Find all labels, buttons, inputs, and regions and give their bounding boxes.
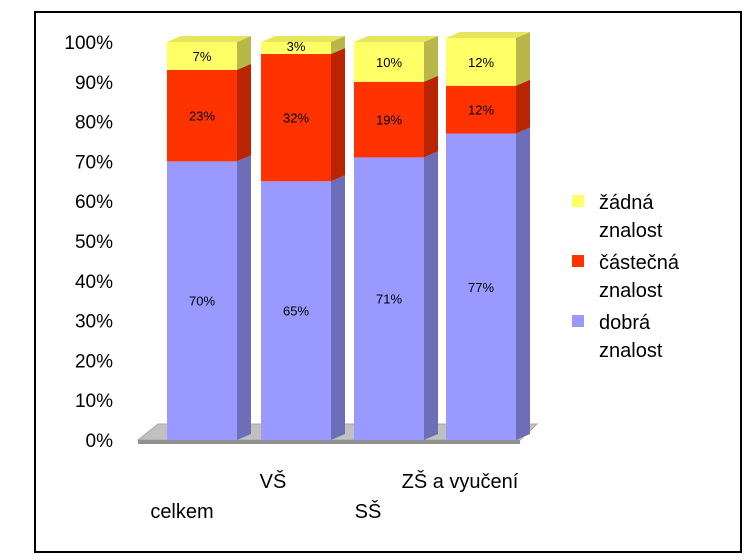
y-tick-label: 50% bbox=[75, 232, 113, 253]
bar-segment-side bbox=[331, 36, 345, 54]
y-tick-label: 0% bbox=[86, 431, 114, 452]
legend-label: znalost bbox=[599, 280, 663, 302]
bar-segment-side bbox=[331, 175, 345, 441]
bar-segment-side bbox=[237, 63, 251, 162]
bar-segment bbox=[167, 42, 237, 70]
data-label: 71% bbox=[376, 292, 402, 307]
legend-swatch bbox=[572, 195, 584, 207]
bar-segment bbox=[354, 42, 424, 82]
y-tick-label: 40% bbox=[75, 272, 113, 293]
bar-segment-top bbox=[167, 36, 251, 42]
legend-swatch bbox=[572, 315, 584, 327]
bar-segment bbox=[354, 157, 424, 441]
bar-segment-side bbox=[331, 47, 345, 182]
data-label: 7% bbox=[193, 49, 212, 64]
data-label: 77% bbox=[468, 280, 494, 295]
bar-segment bbox=[446, 133, 516, 441]
data-label: 70% bbox=[189, 294, 215, 309]
bar-segment-side bbox=[516, 127, 530, 440]
bar-segment-side bbox=[237, 155, 251, 440]
bar-segment bbox=[446, 38, 516, 86]
category-label: SŠ bbox=[355, 500, 382, 523]
y-tick-label: 80% bbox=[75, 113, 113, 134]
bar-segment-top bbox=[261, 36, 345, 42]
data-label: 12% bbox=[468, 103, 494, 118]
data-label: 32% bbox=[283, 111, 309, 126]
legend-label: dobrá bbox=[599, 312, 651, 334]
y-tick-label: 70% bbox=[75, 152, 113, 173]
y-tick-label: 60% bbox=[75, 192, 113, 213]
bar-segment bbox=[261, 42, 331, 54]
legend-label: znalost bbox=[599, 340, 663, 362]
category-label: ZŠ a vyučení bbox=[402, 470, 519, 493]
bar-segment-side bbox=[424, 36, 438, 82]
bar-segment bbox=[167, 69, 237, 162]
legend-label: znalost bbox=[599, 220, 663, 242]
data-label: 19% bbox=[376, 113, 402, 128]
data-label: 23% bbox=[189, 109, 215, 124]
y-tick-label: 100% bbox=[64, 33, 113, 54]
bar-segment-side bbox=[424, 151, 438, 441]
y-tick-label: 10% bbox=[75, 391, 113, 412]
bar-segment-top bbox=[354, 36, 438, 42]
y-tick-label: 30% bbox=[75, 312, 113, 333]
bar-segment-side bbox=[516, 79, 530, 134]
legend-label: částečná bbox=[599, 252, 680, 274]
data-label: 10% bbox=[376, 55, 402, 70]
bar-segment bbox=[446, 85, 516, 134]
bar-segment-side bbox=[516, 32, 530, 86]
data-label: 65% bbox=[283, 304, 309, 319]
chart-floor-edge bbox=[138, 440, 520, 444]
bar-segment-side bbox=[424, 75, 438, 158]
y-tick-label: 90% bbox=[75, 73, 113, 94]
category-label: celkem bbox=[150, 501, 213, 523]
legend-swatch bbox=[572, 255, 584, 267]
bar-segment bbox=[261, 181, 331, 441]
bar-segment-side bbox=[237, 36, 251, 70]
bar-segment-top bbox=[446, 32, 530, 39]
bar-segment bbox=[261, 53, 331, 182]
category-label: VŠ bbox=[260, 470, 287, 493]
legend-label: žádná bbox=[599, 192, 654, 214]
y-tick-label: 20% bbox=[75, 351, 113, 372]
data-label: 3% bbox=[287, 39, 306, 54]
bar-segment bbox=[354, 81, 424, 158]
bar-segment bbox=[167, 161, 237, 440]
data-label: 12% bbox=[468, 55, 494, 70]
